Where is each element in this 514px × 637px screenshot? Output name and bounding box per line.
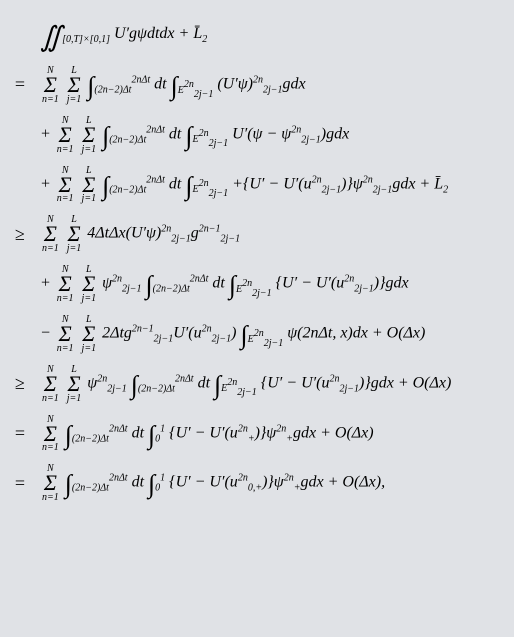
expression: NΣn=1 LΣj=1 ψ2n2j−1 ∫(2n−2)Δt2nΔt dt ∫E2… [40, 365, 451, 403]
equation-line-2: = NΣn=1 LΣj=1 ∫(2n−2)Δt2nΔt dt ∫E2n2j−1 … [8, 66, 506, 104]
equation-line-8: ≥ NΣn=1 LΣj=1 ψ2n2j−1 ∫(2n−2)Δt2nΔt dt ∫… [8, 365, 506, 403]
expression: + NΣn=1 LΣj=1 ∫(2n−2)Δt2nΔt dt ∫E2n2j−1 … [40, 166, 448, 204]
equation-line-5: ≥ NΣn=1 LΣj=1 4ΔtΔx(U′ψ)2n2j−1g2n−12j−1 [8, 215, 506, 253]
relation-symbol: = [8, 423, 32, 444]
expression: − NΣn=1 LΣj=1 2Δtg2n−12j−1U′(u2n2j−1) ∫E… [40, 315, 425, 353]
relation-symbol: ≥ [8, 373, 32, 394]
equation-line-10: = NΣn=1 ∫(2n−2)Δt2nΔt dt ∫01 {U′ − U′(u2… [8, 464, 506, 502]
relation-symbol: ≥ [8, 224, 32, 245]
equation-line-9: = NΣn=1 ∫(2n−2)Δt2nΔt dt ∫01 {U′ − U′(u2… [8, 415, 506, 453]
expression: ∬[0,T]×[0,1] U′gψdtdx + L̄2 [40, 20, 207, 54]
expression: + NΣn=1 LΣj=1 ∫(2n−2)Δt2nΔt dt ∫E2n2j−1 … [40, 116, 349, 154]
relation-symbol: = [8, 74, 32, 95]
expression: NΣn=1 ∫(2n−2)Δt2nΔt dt ∫01 {U′ − U′(u2n0… [40, 464, 385, 502]
expression: NΣn=1 LΣj=1 ∫(2n−2)Δt2nΔt dt ∫E2n2j−1 (U… [40, 66, 306, 104]
expression: NΣn=1 LΣj=1 4ΔtΔx(U′ψ)2n2j−1g2n−12j−1 [40, 215, 240, 253]
equation-line-6: + NΣn=1 LΣj=1 ψ2n2j−1 ∫(2n−2)Δt2nΔt dt ∫… [8, 265, 506, 303]
relation-symbol: = [8, 473, 32, 494]
expression: + NΣn=1 LΣj=1 ψ2n2j−1 ∫(2n−2)Δt2nΔt dt ∫… [40, 265, 409, 303]
equation-line-7: − NΣn=1 LΣj=1 2Δtg2n−12j−1U′(u2n2j−1) ∫E… [8, 315, 506, 353]
equation-line-4: + NΣn=1 LΣj=1 ∫(2n−2)Δt2nΔt dt ∫E2n2j−1 … [8, 166, 506, 204]
expression: NΣn=1 ∫(2n−2)Δt2nΔt dt ∫01 {U′ − U′(u2n+… [40, 415, 374, 453]
equation-line-3: + NΣn=1 LΣj=1 ∫(2n−2)Δt2nΔt dt ∫E2n2j−1 … [8, 116, 506, 154]
math-equation-block: ∬[0,T]×[0,1] U′gψdtdx + L̄2 = NΣn=1 LΣj=… [8, 20, 506, 502]
equation-line-1: ∬[0,T]×[0,1] U′gψdtdx + L̄2 [8, 20, 506, 54]
